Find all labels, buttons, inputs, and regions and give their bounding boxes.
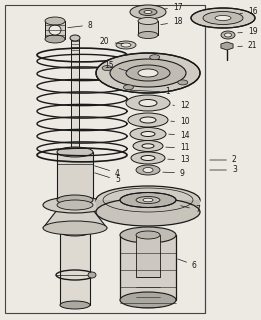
Bar <box>5 5 205 313</box>
Ellipse shape <box>123 85 133 90</box>
Ellipse shape <box>136 165 160 175</box>
Bar <box>57 152 93 200</box>
Ellipse shape <box>141 156 155 161</box>
Text: 3: 3 <box>210 165 237 174</box>
Ellipse shape <box>70 35 80 41</box>
Text: 1: 1 <box>130 87 170 97</box>
Ellipse shape <box>57 147 93 157</box>
Ellipse shape <box>120 292 176 308</box>
Ellipse shape <box>88 272 96 278</box>
Ellipse shape <box>143 167 153 172</box>
Bar <box>96 200 200 212</box>
Ellipse shape <box>49 25 61 35</box>
Ellipse shape <box>57 195 93 205</box>
Ellipse shape <box>126 95 170 111</box>
Ellipse shape <box>136 196 160 204</box>
Bar <box>71 38 79 155</box>
Text: 15: 15 <box>104 60 127 71</box>
Ellipse shape <box>133 140 163 151</box>
Text: 12: 12 <box>173 101 189 110</box>
Text: 5: 5 <box>95 173 120 185</box>
Ellipse shape <box>60 301 90 309</box>
Ellipse shape <box>130 5 166 19</box>
Ellipse shape <box>215 15 231 20</box>
Text: 8: 8 <box>68 20 93 29</box>
Ellipse shape <box>128 113 168 127</box>
Ellipse shape <box>96 186 200 214</box>
Ellipse shape <box>121 43 131 47</box>
Text: 18: 18 <box>161 18 182 27</box>
Text: 17: 17 <box>165 4 183 12</box>
Ellipse shape <box>102 66 112 70</box>
Bar <box>45 21 65 39</box>
Text: 21: 21 <box>238 41 258 50</box>
Text: 19: 19 <box>238 28 258 36</box>
Text: 6: 6 <box>178 259 197 269</box>
Ellipse shape <box>45 17 65 25</box>
Text: 20: 20 <box>100 37 123 46</box>
Ellipse shape <box>139 9 157 15</box>
Ellipse shape <box>221 31 235 39</box>
Ellipse shape <box>45 35 65 43</box>
Ellipse shape <box>110 59 186 87</box>
Ellipse shape <box>141 132 155 137</box>
Text: 10: 10 <box>171 117 190 126</box>
Ellipse shape <box>150 55 160 60</box>
Ellipse shape <box>116 41 136 49</box>
Ellipse shape <box>136 231 160 239</box>
Ellipse shape <box>120 193 176 207</box>
Ellipse shape <box>191 8 255 28</box>
Bar <box>120 235 176 300</box>
Ellipse shape <box>60 228 90 236</box>
Text: 16: 16 <box>240 7 258 17</box>
Ellipse shape <box>178 80 188 85</box>
Ellipse shape <box>43 197 107 213</box>
Ellipse shape <box>57 200 93 210</box>
Ellipse shape <box>138 69 158 77</box>
Bar <box>60 232 90 305</box>
Ellipse shape <box>144 11 152 13</box>
Polygon shape <box>221 42 233 50</box>
Text: 2: 2 <box>210 156 237 164</box>
Ellipse shape <box>131 152 165 164</box>
Ellipse shape <box>139 100 157 107</box>
Bar <box>136 235 160 277</box>
Ellipse shape <box>203 12 243 25</box>
Ellipse shape <box>43 221 107 235</box>
Ellipse shape <box>143 198 153 202</box>
Ellipse shape <box>138 31 158 38</box>
Text: 9: 9 <box>163 169 185 178</box>
Text: 11: 11 <box>166 143 189 153</box>
Ellipse shape <box>130 127 166 140</box>
Ellipse shape <box>142 144 154 148</box>
Text: 13: 13 <box>168 156 190 164</box>
Ellipse shape <box>224 33 232 37</box>
Text: 14: 14 <box>169 131 190 140</box>
Ellipse shape <box>126 65 170 81</box>
Polygon shape <box>43 210 107 228</box>
Bar <box>138 21 158 35</box>
Ellipse shape <box>96 198 200 226</box>
Text: 7: 7 <box>181 205 200 214</box>
Ellipse shape <box>138 18 158 25</box>
Ellipse shape <box>96 53 200 93</box>
Ellipse shape <box>120 227 176 243</box>
Ellipse shape <box>140 117 156 123</box>
Text: 4: 4 <box>95 166 120 178</box>
